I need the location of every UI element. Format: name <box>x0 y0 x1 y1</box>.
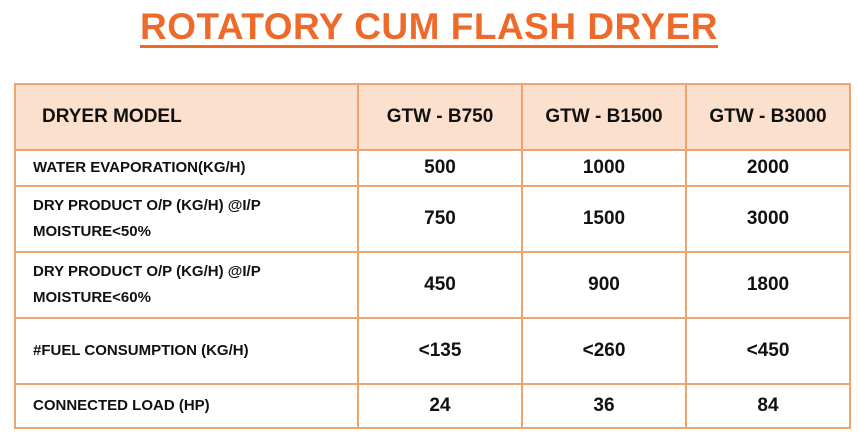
cell-value: 3000 <box>685 185 851 253</box>
cell-value: 2000 <box>685 149 851 187</box>
cell-value: 24 <box>357 383 523 429</box>
table-row: DRY PRODUCT O/P (KG/H) @I/P MOISTURE<60%… <box>14 251 851 319</box>
cell-value: <135 <box>357 317 523 385</box>
cell-value: 1800 <box>685 251 851 319</box>
row-label-dry-product-50: DRY PRODUCT O/P (KG/H) @I/P MOISTURE<50% <box>14 185 359 253</box>
cell-value: 36 <box>521 383 687 429</box>
header-model-b3000: GTW - B3000 <box>685 83 851 151</box>
row-label-fuel-consumption: #FUEL CONSUMPTION (KG/H) <box>14 317 359 385</box>
cell-value: 450 <box>357 251 523 319</box>
table-row: CONNECTED LOAD (HP) 24 36 84 <box>14 383 851 429</box>
row-label-dry-product-60: DRY PRODUCT O/P (KG/H) @I/P MOISTURE<60% <box>14 251 359 319</box>
cell-value: 1000 <box>521 149 687 187</box>
cell-value: 1500 <box>521 185 687 253</box>
cell-value: 500 <box>357 149 523 187</box>
cell-value: 900 <box>521 251 687 319</box>
table-row: #FUEL CONSUMPTION (KG/H) <135 <260 <450 <box>14 317 851 385</box>
header-model-b1500: GTW - B1500 <box>521 83 687 151</box>
row-label-connected-load: CONNECTED LOAD (HP) <box>14 383 359 429</box>
table-header-row: DRYER MODEL GTW - B750 GTW - B1500 GTW -… <box>14 83 851 151</box>
page-title: ROTATORY CUM FLASH DRYER <box>140 6 718 47</box>
cell-value: <260 <box>521 317 687 385</box>
cell-value: 84 <box>685 383 851 429</box>
header-dryer-model: DRYER MODEL <box>14 83 359 151</box>
table-row: DRY PRODUCT O/P (KG/H) @I/P MOISTURE<50%… <box>14 185 851 253</box>
cell-value: 750 <box>357 185 523 253</box>
row-label-water-evaporation: WATER EVAPORATION(KG/H) <box>14 149 359 187</box>
table-row: WATER EVAPORATION(KG/H) 500 1000 2000 <box>14 149 851 187</box>
dryer-spec-table: DRYER MODEL GTW - B750 GTW - B1500 GTW -… <box>14 83 851 429</box>
cell-value: <450 <box>685 317 851 385</box>
header-model-b750: GTW - B750 <box>357 83 523 151</box>
